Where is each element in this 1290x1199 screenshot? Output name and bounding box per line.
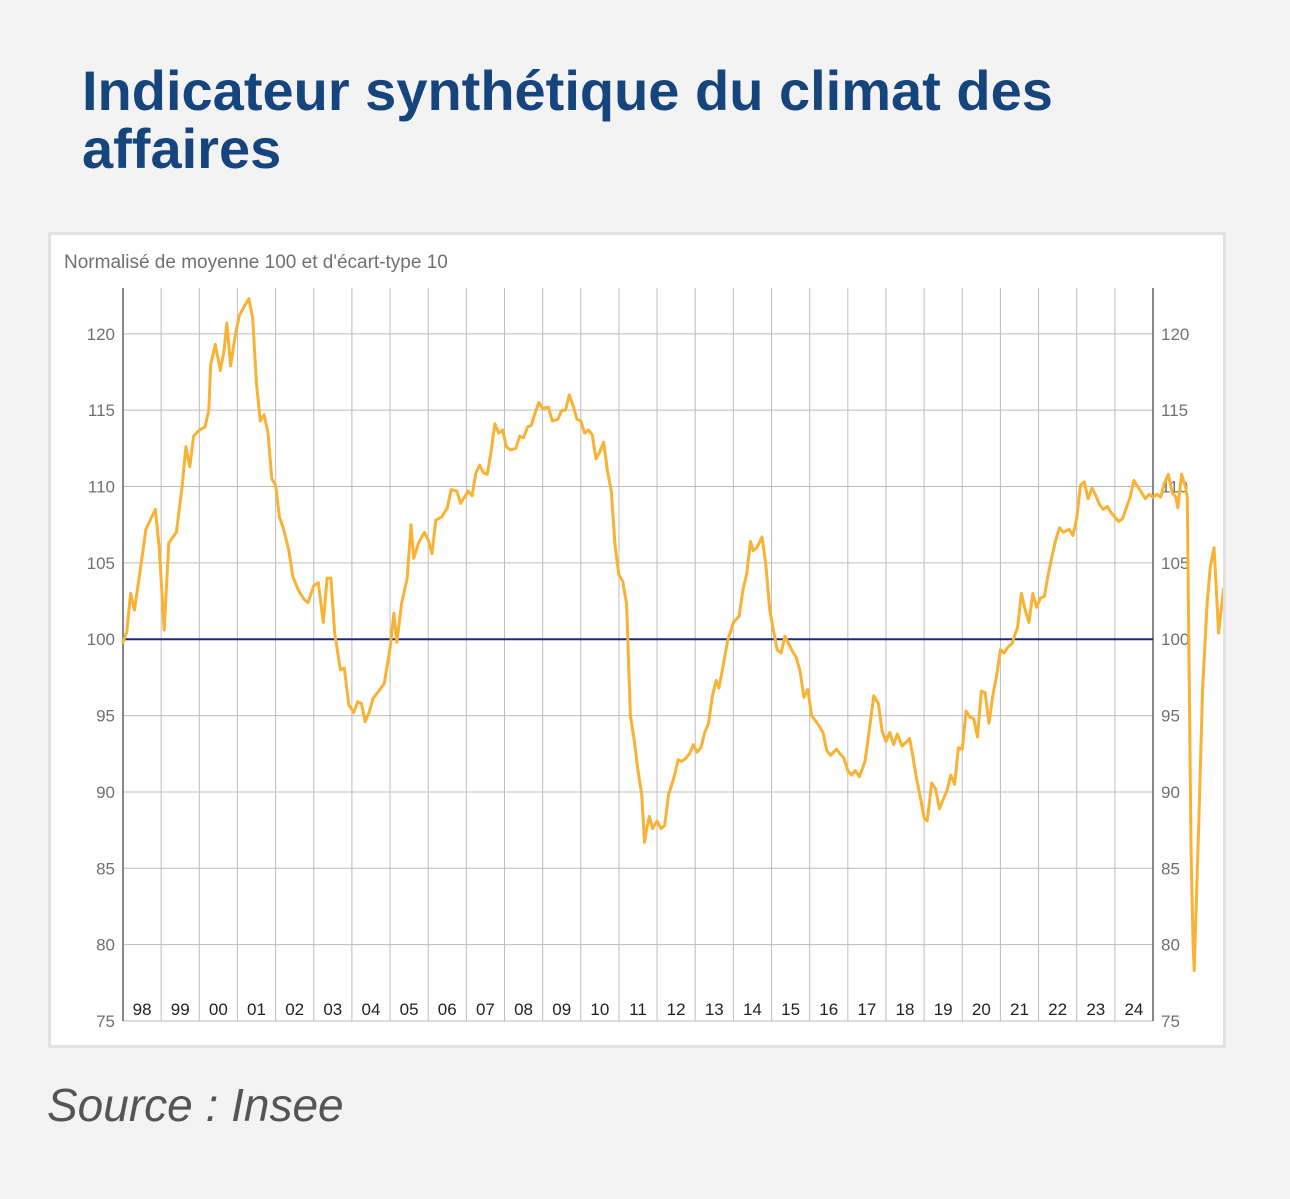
- x-tick-label: 01: [247, 1000, 266, 1019]
- x-tick-label: 22: [1048, 1000, 1067, 1019]
- y-tick-label-right: 90: [1161, 783, 1180, 802]
- x-tick-label: 10: [590, 1000, 609, 1019]
- x-tick-label: 02: [285, 1000, 304, 1019]
- y-tick-label-left: 80: [96, 936, 115, 955]
- y-tick-label-right: 95: [1161, 707, 1180, 726]
- x-tick-label: 08: [514, 1000, 533, 1019]
- chart-card: Normalisé de moyenne 100 et d'écart-type…: [48, 232, 1226, 1048]
- page-title: Indicateur synthétique du climat des aff…: [82, 59, 1053, 180]
- source-note: Source : Insee: [47, 1079, 344, 1131]
- x-tick-label: 21: [1010, 1000, 1029, 1019]
- x-tick-label: 24: [1124, 1000, 1143, 1019]
- x-tick-label: 18: [896, 1000, 915, 1019]
- y-tick-label-left: 95: [96, 707, 115, 726]
- x-tick-label: 20: [972, 1000, 991, 1019]
- y-tick-label-left: 85: [96, 859, 115, 878]
- y-tick-label-left: 120: [87, 325, 115, 344]
- y-tick-label-right: 85: [1161, 859, 1180, 878]
- x-tick-label: 07: [476, 1000, 495, 1019]
- x-tick-label: 23: [1086, 1000, 1105, 1019]
- x-tick-label: 98: [133, 1000, 152, 1019]
- y-tick-label-right: 75: [1161, 1012, 1180, 1031]
- y-tick-label-right: 100: [1161, 630, 1189, 649]
- series-line: [121, 297, 1223, 973]
- x-tick-label: 04: [362, 1000, 381, 1019]
- x-tick-label: 06: [438, 1000, 457, 1019]
- x-tick-label: 11: [629, 1000, 647, 1019]
- y-tick-label-left: 75: [96, 1012, 115, 1031]
- y-tick-label-left: 110: [88, 478, 115, 497]
- x-tick-label: 17: [857, 1000, 876, 1019]
- x-tick-label: 14: [743, 1000, 762, 1019]
- x-tick-label: 03: [323, 1000, 342, 1019]
- y-tick-label-left: 115: [88, 401, 115, 420]
- x-tick-label: 09: [552, 1000, 571, 1019]
- x-tick-label: 13: [705, 1000, 724, 1019]
- y-tick-label-right: 120: [1161, 325, 1189, 344]
- x-tick-label: 12: [667, 1000, 686, 1019]
- y-tick-label-left: 105: [87, 554, 115, 573]
- x-tick-label: 15: [781, 1000, 800, 1019]
- x-tick-label: 99: [171, 1000, 190, 1019]
- y-tick-label-left: 100: [87, 630, 115, 649]
- y-tick-label-left: 90: [96, 783, 115, 802]
- chart-subtitle: Normalisé de moyenne 100 et d'écart-type…: [64, 252, 448, 273]
- x-tick-label: 16: [819, 1000, 838, 1019]
- y-tick-label-right: 115: [1161, 401, 1188, 420]
- x-tick-label: 19: [934, 1000, 953, 1019]
- x-tick-label: 00: [209, 1000, 228, 1019]
- x-tick-label: 05: [400, 1000, 419, 1019]
- y-tick-label-right: 80: [1161, 936, 1180, 955]
- y-tick-label-right: 105: [1161, 554, 1189, 573]
